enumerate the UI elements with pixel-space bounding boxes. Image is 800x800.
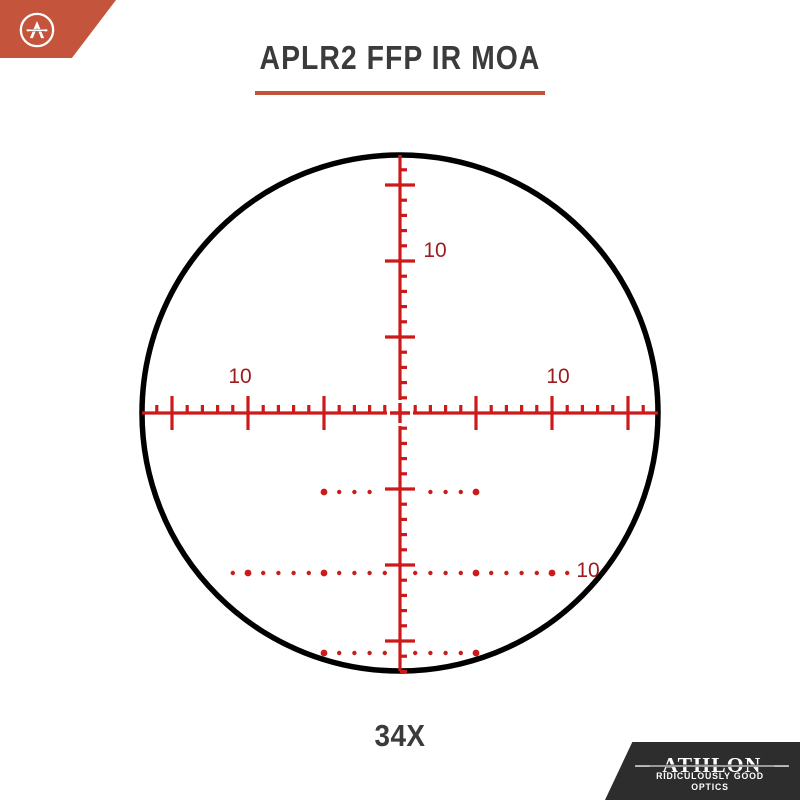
reticle-dot-minor — [352, 570, 357, 576]
reticle-dot-minor — [428, 570, 433, 576]
reticle-dot-minor — [367, 650, 372, 656]
title-block: APLR2 FFP IR MOA — [0, 38, 800, 95]
reticle-label-horizontal-left-10: 10 — [228, 365, 251, 388]
reticle-dot-minor — [337, 570, 342, 576]
reticle-label-horizontal-right-10: 10 — [546, 365, 569, 388]
reticle-label-vertical-up-10: 10 — [423, 239, 446, 262]
reticle-dot-minor — [382, 570, 387, 576]
reticle-dot-minor — [565, 570, 570, 576]
magnification-label: 34X — [374, 718, 426, 753]
reticle-dot-minor — [382, 650, 387, 656]
reticle-dot-major — [244, 569, 252, 577]
reticle-value-labels: 10 10 10 10 — [228, 239, 599, 582]
reticle-dot-minor — [352, 650, 357, 656]
reticle-dot-major — [472, 569, 480, 577]
reticle-dot-minor — [413, 650, 418, 656]
footer-tagline: RIDICULOUSLY GOOD OPTICS — [656, 771, 764, 793]
athlon-wordmark-icon: ATHLON — [635, 753, 789, 777]
reticle-dot-major — [320, 649, 328, 657]
reticle-diagram: 10 10 10 10 — [110, 130, 690, 690]
athlon-a-circle-icon — [19, 12, 55, 48]
reticle-dot-minor — [428, 650, 433, 656]
reticle-dot-minor — [230, 570, 235, 576]
reticle-dot-minor — [443, 650, 448, 656]
reticle-dot-minor — [306, 570, 311, 576]
reticle-dot-major — [320, 569, 328, 577]
reticle-dot-minor — [458, 570, 463, 576]
reticle-dot-minor — [443, 570, 448, 576]
reticle-dot-rows — [230, 488, 570, 657]
reticle-dot-minor — [413, 570, 418, 576]
reticle-dot-minor — [276, 570, 281, 576]
reticle-dot-minor — [519, 570, 524, 576]
reticle-dot-minor — [458, 489, 463, 495]
reticle-crosshair-lines — [142, 155, 658, 674]
reticle-dot-minor — [489, 570, 494, 576]
reticle-dot-minor — [337, 650, 342, 656]
reticle-dot-minor — [261, 570, 266, 576]
reticle-dot-minor — [428, 489, 433, 495]
reticle-label-vertical-down-10: 10 — [576, 559, 599, 582]
reticle-dot-minor — [352, 489, 357, 495]
reticle-dot-minor — [534, 570, 539, 576]
page-title: APLR2 FFP IR MOA — [259, 39, 541, 76]
footer-brand-banner — [605, 742, 800, 800]
reticle-dot-minor — [291, 570, 296, 576]
reticle-dot-minor — [504, 570, 509, 576]
reticle-dot-minor — [367, 489, 372, 495]
title-underline-rule — [255, 91, 545, 95]
reticle-dot-major — [472, 488, 480, 496]
reticle-dot-minor — [367, 570, 372, 576]
reticle-dot-major — [472, 649, 480, 657]
reticle-dot-major — [548, 569, 556, 577]
reticle-dot-minor — [337, 489, 342, 495]
reticle-dot-major — [320, 488, 328, 496]
reticle-dot-minor — [458, 650, 463, 656]
reticle-svg: 10 10 10 10 — [139, 152, 661, 674]
reticle-dot-minor — [443, 489, 448, 495]
